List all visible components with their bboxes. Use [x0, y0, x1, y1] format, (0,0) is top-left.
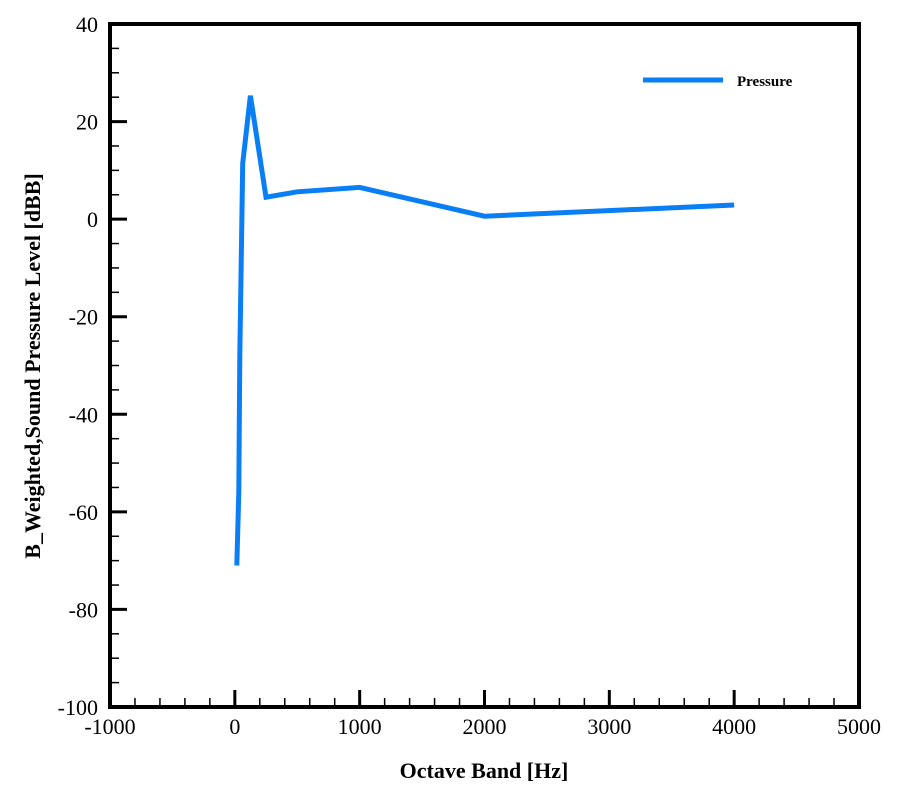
y-tick-label: -60 [69, 500, 98, 525]
y-tick-label: 0 [87, 207, 98, 232]
x-tick-label: -1000 [84, 714, 135, 739]
x-tick-labels: -1000 0 1000 2000 3000 4000 5000 [84, 714, 881, 739]
minor-ticks [110, 47, 835, 707]
legend-label: Pressure [737, 74, 793, 90]
y-axis-title: B_Weighted,Sound Pressure Level [dBB] [20, 173, 45, 558]
y-tick-label: -80 [69, 597, 98, 622]
y-tick-labels: -100 -80 -60 -40 -20 0 20 40 [58, 12, 98, 720]
x-tick-label: 0 [229, 714, 240, 739]
x-tick-label: 3000 [587, 714, 631, 739]
y-tick-label: 40 [76, 12, 98, 37]
y-tick-label: -20 [69, 305, 98, 330]
x-axis-title: Octave Band [Hz] [400, 758, 569, 783]
legend: Pressure [643, 74, 793, 90]
pressure-series-line [234, 95, 735, 566]
y-tick-label: -40 [69, 402, 98, 427]
x-tick-label: 1000 [338, 714, 382, 739]
major-ticks [108, 22, 861, 709]
x-tick-label: 4000 [712, 714, 756, 739]
x-tick-label: 2000 [463, 714, 507, 739]
plot-frame [108, 22, 861, 709]
x-tick-label: 5000 [837, 714, 881, 739]
y-tick-label: -100 [58, 695, 98, 720]
y-tick-label: 20 [76, 110, 98, 135]
